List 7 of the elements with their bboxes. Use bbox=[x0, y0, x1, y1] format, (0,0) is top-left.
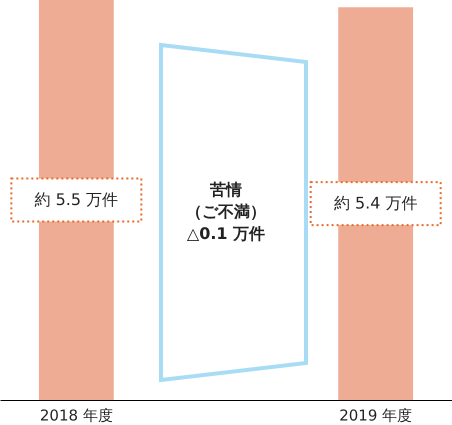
x-tick-label: 2019 年度 bbox=[339, 406, 412, 424]
annotation: △0.1 万件 bbox=[186, 224, 266, 243]
annotation: （ご不満） bbox=[186, 202, 266, 221]
data-label: 約 5.5 万件 bbox=[34, 190, 118, 209]
data-label: 約 5.4 万件 bbox=[334, 194, 418, 213]
x-tick-label: 2018 年度 bbox=[40, 406, 113, 424]
annotation: 苦情 bbox=[209, 180, 242, 199]
